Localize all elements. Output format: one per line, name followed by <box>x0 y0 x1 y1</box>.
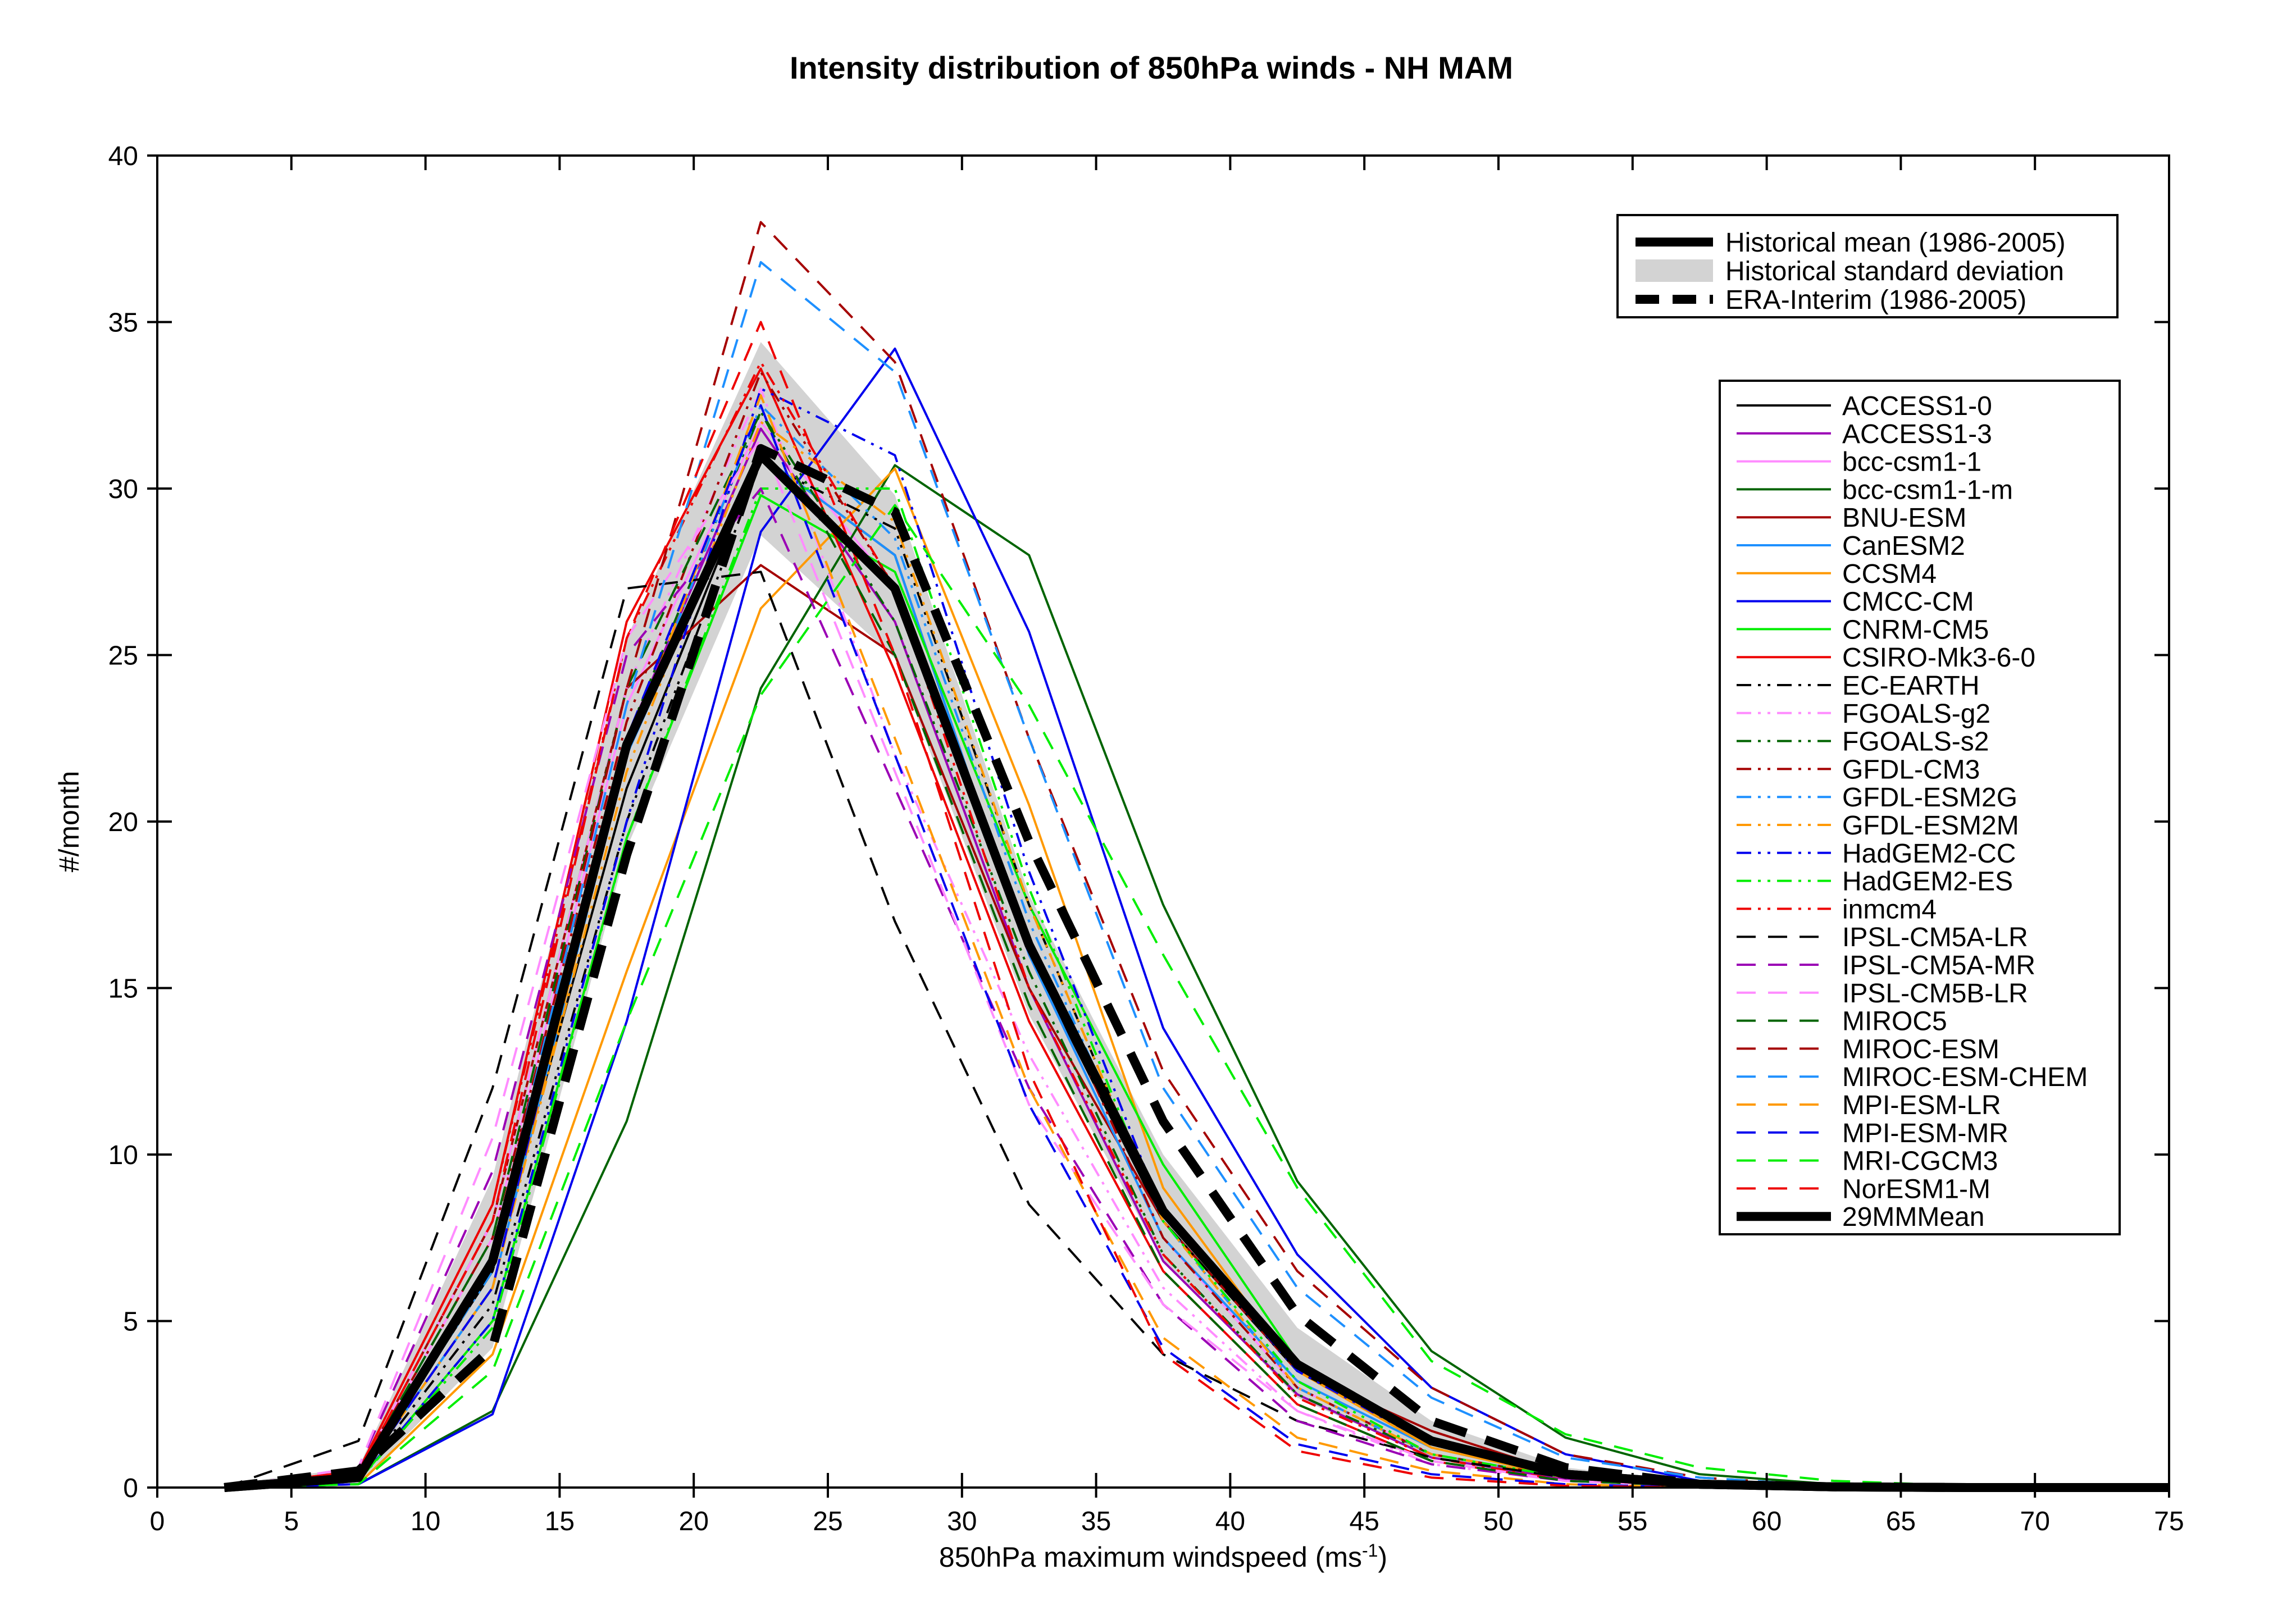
x-tick-label: 75 <box>2154 1507 2184 1536</box>
legend-label-cnrm-cm5: CNRM-CM5 <box>1842 615 1989 645</box>
legend-label-historical-standard-deviation: Historical standard deviation <box>1725 257 2064 286</box>
legend-label-gfdl-esm2g: GFDL-ESM2G <box>1842 783 2017 813</box>
y-tick-label: 15 <box>108 974 138 1004</box>
legend-label-mpi-esm-lr: MPI-ESM-LR <box>1842 1091 2001 1120</box>
x-tick-label: 60 <box>1752 1507 1782 1536</box>
x-tick-label: 20 <box>679 1507 709 1536</box>
y-tick-label: 30 <box>108 475 138 504</box>
x-tick-label: 70 <box>2020 1507 2050 1536</box>
x-tick-label: 15 <box>545 1507 575 1536</box>
y-tick-label: 35 <box>108 308 138 338</box>
y-tick-label: 40 <box>108 142 138 171</box>
legend-label-noresm1-m: NorESM1-M <box>1842 1174 1990 1204</box>
legend-reference: Historical mean (1986-2005)Historical st… <box>1616 214 2119 318</box>
y-tick-label: 0 <box>123 1474 138 1503</box>
legend-label-cmcc-cm: CMCC-CM <box>1842 587 1974 617</box>
legend-label-29mmmean: 29MMMean <box>1842 1202 1984 1232</box>
legend-label-ipsl-cm5a-mr: IPSL-CM5A-MR <box>1842 951 2035 980</box>
x-tick-label: 35 <box>1081 1507 1111 1536</box>
legend-label-ccsm4: CCSM4 <box>1842 559 1937 589</box>
legend-label-mpi-esm-mr: MPI-ESM-MR <box>1842 1119 2008 1148</box>
legend-label-hadgem2-cc: HadGEM2-CC <box>1842 839 2016 869</box>
axes: 0 5 10 15 20 25 30 35 40 45 50 55 60 65 70 75 0 5 10 15 20 25… <box>108 142 2184 1536</box>
legend-label-bcc-csm1-1-m: bcc-csm1-1-m <box>1842 475 2013 505</box>
y-tick-label: 20 <box>108 808 138 837</box>
legend-label-bnu-esm: BNU-ESM <box>1842 503 1966 533</box>
std-band-area <box>224 342 2170 1488</box>
x-tick-label: 30 <box>947 1507 977 1536</box>
legend-label-ipsl-cm5b-lr: IPSL-CM5B-LR <box>1842 979 2028 1009</box>
x-tick-label: 5 <box>284 1507 299 1536</box>
x-axis-title-main: 850hPa maximum windspeed (ms <box>939 1541 1362 1573</box>
legend-label-access1-0: ACCESS1-0 <box>1842 391 1992 421</box>
legend-label-access1-3: ACCESS1-3 <box>1842 419 1992 449</box>
legend-label-fgoals-g2: FGOALS-g2 <box>1842 699 1990 729</box>
legend-label-canesm2: CanESM2 <box>1842 531 1965 561</box>
legend-label-hadgem2-es: HadGEM2-ES <box>1842 867 2013 897</box>
legend-swatch-band <box>1636 259 1713 282</box>
legend-label-era-interim-1986-2005: ERA-Interim (1986-2005) <box>1725 285 2026 315</box>
x-axis-title-close: ) <box>1378 1541 1387 1573</box>
legend-label-mri-cgcm3: MRI-CGCM3 <box>1842 1147 1998 1176</box>
x-tick-label: 0 <box>150 1507 165 1536</box>
y-axis-title: #/month <box>53 771 85 873</box>
legend-label-csiro-mk3-6-0: CSIRO-Mk3-6-0 <box>1842 643 2035 673</box>
x-axis-title: 850hPa maximum windspeed (ms-1) <box>939 1540 1387 1573</box>
legend-label-historical-mean-1986-2005: Historical mean (1986-2005) <box>1725 228 2066 258</box>
legend-models: ACCESS1-0ACCESS1-3bcc-csm1-1bcc-csm1-1-m… <box>1719 380 2121 1235</box>
x-tick-label: 25 <box>813 1507 842 1536</box>
y-tick-label: 10 <box>108 1141 138 1170</box>
legend-label-ipsl-cm5a-lr: IPSL-CM5A-LR <box>1842 923 2028 952</box>
legend-label-inmcm4: inmcm4 <box>1842 895 1937 924</box>
legend-label-miroc5: MIROC5 <box>1842 1007 1947 1037</box>
x-tick-label: 55 <box>1618 1507 1647 1536</box>
legend-label-miroc-esm-chem: MIROC-ESM-CHEM <box>1842 1062 2088 1092</box>
x-axis-title-superscript: -1 <box>1362 1540 1378 1561</box>
legend-label-fgoals-s2: FGOALS-s2 <box>1842 727 1989 757</box>
legend-models-box <box>1719 380 2121 1235</box>
legend-label-gfdl-esm2m: GFDL-ESM2M <box>1842 811 2019 841</box>
x-tick-label: 50 <box>1483 1507 1513 1536</box>
x-tick-label: 40 <box>1215 1507 1245 1536</box>
legend-label-bcc-csm1-1: bcc-csm1-1 <box>1842 448 1981 477</box>
legend-label-gfdl-cm3: GFDL-CM3 <box>1842 755 1980 784</box>
x-tick-label: 65 <box>1886 1507 1916 1536</box>
legend-label-ec-earth: EC-EARTH <box>1842 671 1979 701</box>
reference-line-era-interim-1986-2005 <box>224 444 2169 1492</box>
legend-label-miroc-esm: MIROC-ESM <box>1842 1034 1999 1064</box>
y-tick-label: 25 <box>108 641 138 671</box>
series-line-mpi-esm-lr <box>224 394 2169 1489</box>
chart-title: Intensity distribution of 850hPa winds -… <box>790 50 1513 85</box>
x-tick-label: 45 <box>1350 1507 1379 1536</box>
y-tick-label: 5 <box>123 1307 138 1337</box>
x-tick-label: 10 <box>411 1507 440 1536</box>
